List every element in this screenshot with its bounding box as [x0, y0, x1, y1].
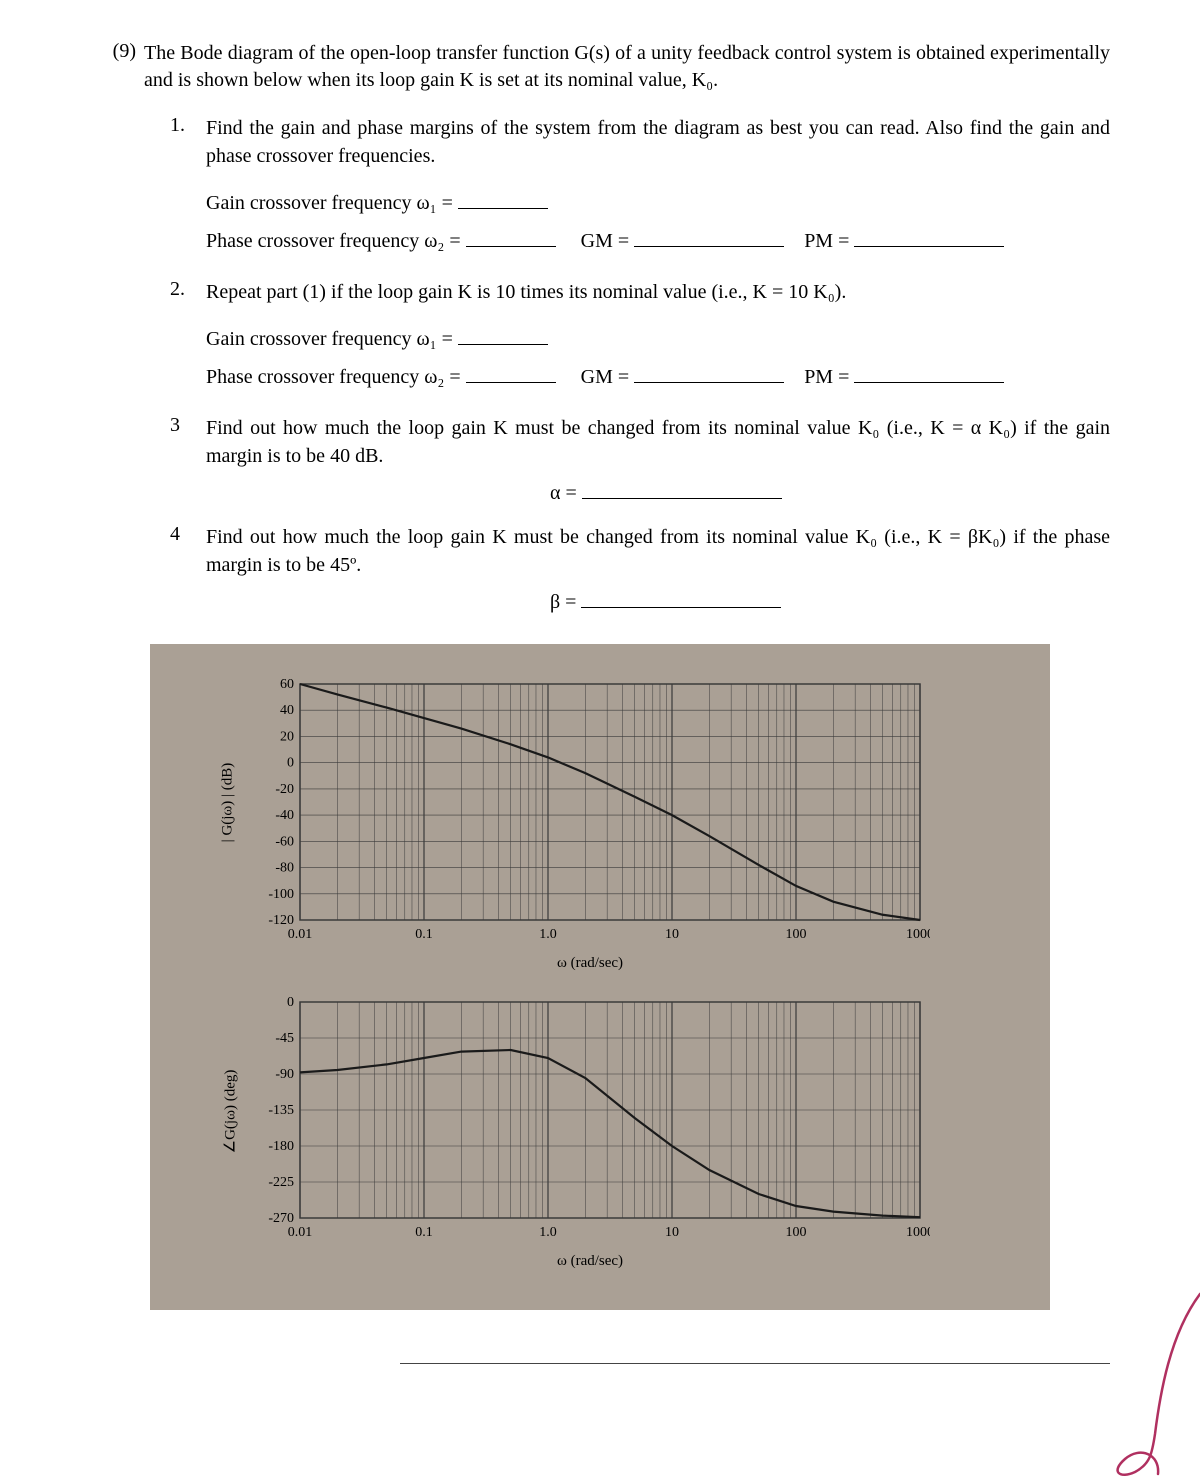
problem-number: (9): [90, 40, 144, 63]
svg-text:1000: 1000: [906, 1225, 930, 1240]
svg-text:-100: -100: [268, 887, 294, 902]
svg-text:-270: -270: [268, 1211, 294, 1226]
svg-text:0: 0: [287, 995, 294, 1010]
alpha-label: α =: [550, 482, 577, 504]
svg-text:-45: -45: [275, 1031, 294, 1046]
svg-text:-120: -120: [268, 913, 294, 928]
hand-annotation: [840, 1284, 1200, 1484]
blank[interactable]: [466, 362, 556, 383]
svg-text:-40: -40: [275, 808, 294, 823]
svg-text:60: 60: [280, 677, 294, 692]
part-1-num: 1.: [170, 114, 206, 137]
phase-xover-label: Phase crossover frequency ω₂ =: [206, 230, 461, 252]
svg-text:-60: -60: [275, 834, 294, 849]
beta-label: β =: [550, 591, 576, 613]
svg-text:1000: 1000: [906, 927, 930, 942]
svg-text:-80: -80: [275, 861, 294, 876]
part-3-num: 3: [170, 414, 206, 437]
pm-label-2: PM =: [804, 366, 849, 388]
mag-xlabel: ω (rad/sec): [250, 955, 930, 972]
svg-text:1.0: 1.0: [539, 927, 557, 942]
svg-text:10: 10: [665, 927, 679, 942]
svg-text:-90: -90: [275, 1067, 294, 1082]
part-3-answer: α =: [550, 478, 1110, 505]
svg-text:-135: -135: [268, 1103, 294, 1118]
blank[interactable]: [634, 362, 784, 383]
phase-xlabel: ω (rad/sec): [250, 1253, 930, 1270]
svg-text:100: 100: [786, 1225, 807, 1240]
part-2-text: Repeat part (1) if the loop gain K is 10…: [206, 278, 1110, 306]
blank[interactable]: [582, 478, 782, 499]
svg-text:-225: -225: [268, 1175, 294, 1190]
phase-plot: 0 -45 -90 -135 -180 -225 -2700.01 0.1 1.0 10 100 10…: [250, 992, 930, 1242]
phase-ylabel: ∠G(jω) (deg): [220, 1070, 239, 1154]
footer-rule: [400, 1363, 1110, 1364]
pm-label: PM =: [804, 230, 849, 252]
part-4-num: 4: [170, 523, 206, 546]
svg-text:40: 40: [280, 703, 294, 718]
blank[interactable]: [854, 226, 1004, 247]
blank[interactable]: [458, 324, 548, 345]
svg-text:10: 10: [665, 1225, 679, 1240]
gm-label-2: GM =: [581, 366, 630, 388]
svg-text:20: 20: [280, 729, 294, 744]
bode-figure: 6040200-20-40-60-80-100-1200.010.11.0101…: [150, 644, 1050, 1310]
svg-text:-180: -180: [268, 1139, 294, 1154]
part-3-text: Find out how much the loop gain K must b…: [206, 414, 1110, 470]
part-1-fills: Gain crossover frequency ω₁ = Phase cros…: [206, 184, 1110, 260]
gain-xover-label: Gain crossover frequency ω₁ =: [206, 192, 453, 214]
part-2-fills: Gain crossover frequency ω₁ = Phase cros…: [206, 320, 1110, 396]
problem-intro: The Bode diagram of the open-loop transf…: [144, 40, 1110, 94]
gm-label: GM =: [581, 230, 630, 252]
part-1-text: Find the gain and phase margins of the s…: [206, 114, 1110, 170]
svg-text:-20: -20: [275, 782, 294, 797]
part-4-answer: β =: [550, 587, 1110, 614]
blank[interactable]: [854, 362, 1004, 383]
mag-ylabel: | G(jω) | (dB): [219, 763, 236, 843]
blank[interactable]: [466, 226, 556, 247]
gain-xover-label-2: Gain crossover frequency ω₁ =: [206, 328, 453, 350]
svg-text:0: 0: [287, 756, 294, 771]
svg-text:100: 100: [786, 927, 807, 942]
blank[interactable]: [634, 226, 784, 247]
blank[interactable]: [581, 587, 781, 608]
svg-text:0.1: 0.1: [415, 1225, 433, 1240]
part-4-text: Find out how much the loop gain K must b…: [206, 523, 1110, 579]
svg-text:1.0: 1.0: [539, 1225, 557, 1240]
svg-text:0.01: 0.01: [288, 1225, 313, 1240]
svg-text:0.01: 0.01: [288, 927, 313, 942]
blank[interactable]: [458, 188, 548, 209]
magnitude-plot: 60 40 20 0 -20 -40 -60 -80 -100 -1200.01 0.1 1.0 10 1…: [250, 674, 930, 944]
phase-xover-label-2: Phase crossover frequency ω₂ =: [206, 366, 461, 388]
part-2-num: 2.: [170, 278, 206, 301]
svg-text:0.1: 0.1: [415, 927, 433, 942]
